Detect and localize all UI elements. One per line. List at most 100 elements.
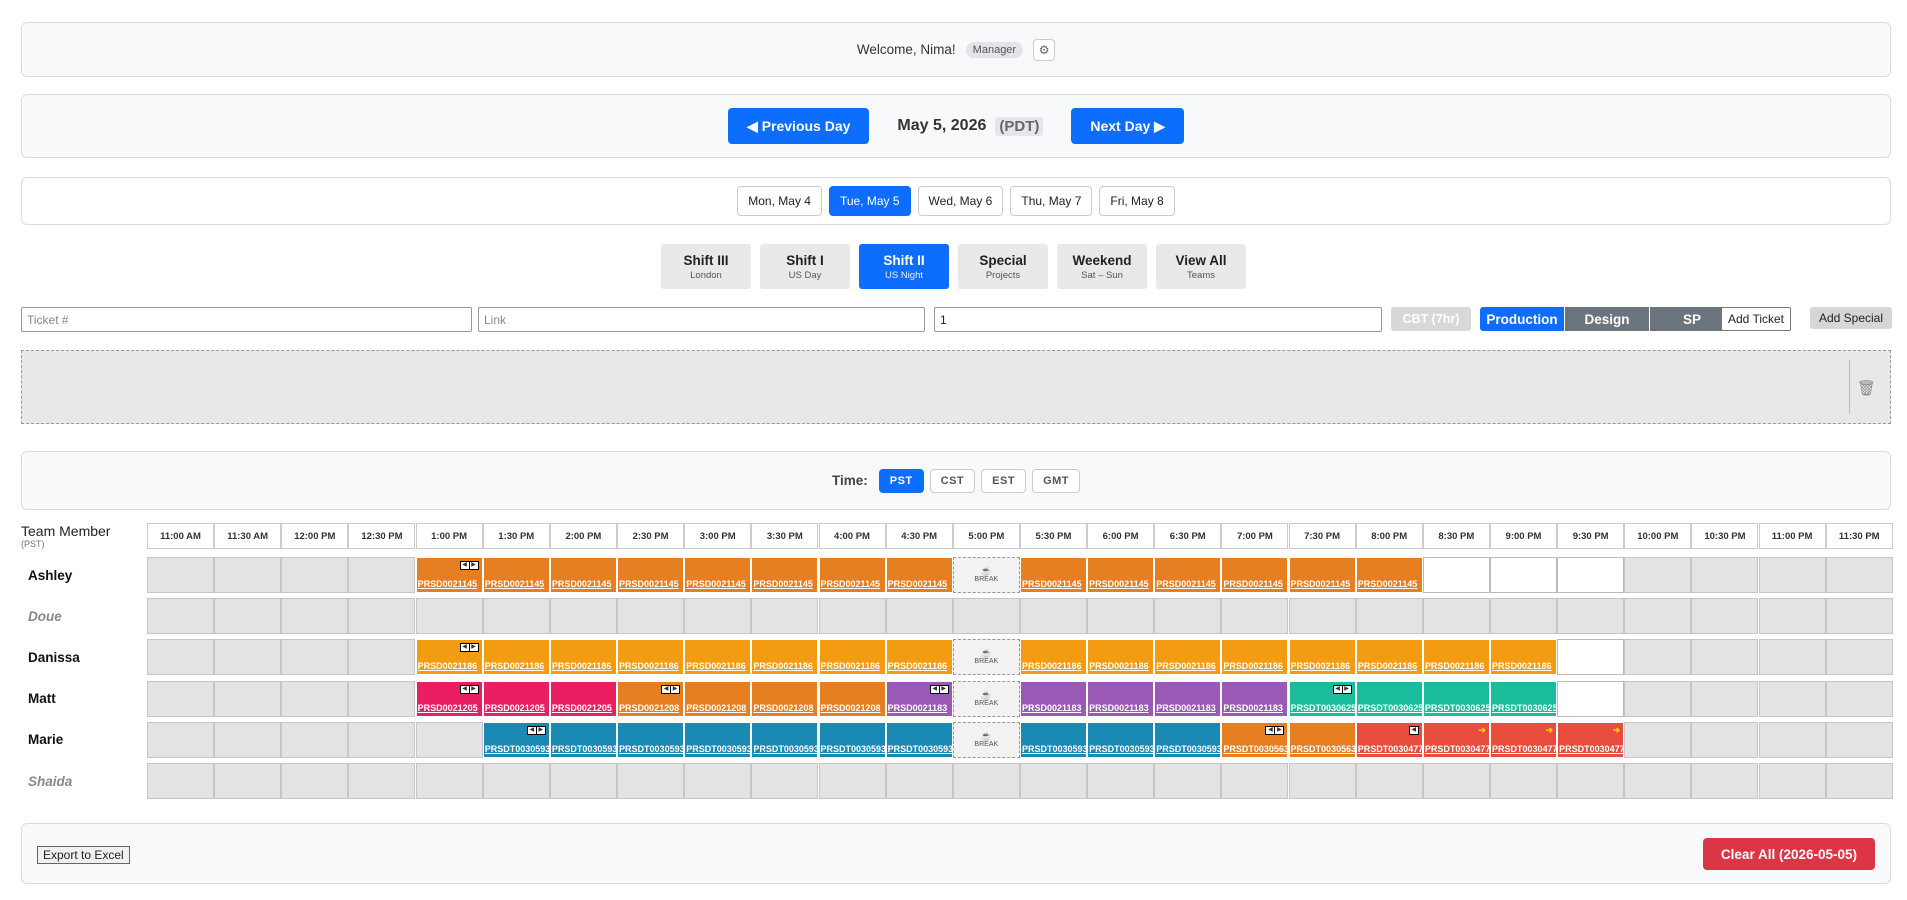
clear-all-button[interactable]: Clear All (2026-05-05) [1702,838,1875,870]
ticket-link[interactable]: PRSD0021183 [1156,702,1216,713]
ticket-link[interactable]: PRSDT0030477 [1357,743,1423,754]
shrink-left-icon[interactable]: ◀ [460,644,469,652]
ticket-cell[interactable]: PRSD0021145 [1355,557,1423,593]
ticket-link[interactable]: PRSDT0030593 [820,743,886,754]
ticket-link[interactable]: PRSD0021208 [619,702,680,713]
ticket-link[interactable]: PRSDT0030593 [551,743,617,754]
ticket-link[interactable]: PRSD0021145 [1156,579,1216,589]
category-design-button[interactable]: Design [1565,307,1649,331]
ticket-cell[interactable]: PRSDT0030593 [684,721,752,758]
cbt-button[interactable]: CBT (7hr) [1391,307,1471,331]
shift-button[interactable]: Shift II US Night [859,244,949,289]
extend-right-icon[interactable]: ▶ [469,685,478,693]
ticket-link[interactable]: PRSD0021205 [417,702,478,713]
ticket-cell[interactable]: PRSDT0030593 [549,721,617,758]
ticket-link[interactable]: PRSD0021145 [1223,579,1283,589]
previous-day-button[interactable]: ◀ Previous Day [728,108,870,144]
ticket-link[interactable]: PRSDT0030593 [619,743,685,754]
category-production-button[interactable]: Production [1480,307,1564,331]
ticket-link[interactable]: PRSD0021208 [820,702,881,713]
day-button[interactable]: Wed, May 6 [917,186,1004,216]
ticket-cell[interactable]: PRSD0021145 [549,557,617,593]
ticket-cell[interactable]: PRSD0021145 [617,557,685,593]
ticket-cell[interactable]: PRSD0021145 [1019,557,1087,593]
ticket-link[interactable]: PRSD0021145 [484,579,545,589]
ticket-link[interactable]: PRSD0021145 [551,579,612,589]
ticket-link[interactable]: PRSDT0030593 [1089,743,1155,754]
ticket-link[interactable]: PRSD0021186 [551,661,612,672]
ticket-cell[interactable]: PRSD0021208 [818,680,886,717]
day-button[interactable]: Fri, May 8 [1099,186,1175,216]
ticket-link[interactable]: PRSD0021186 [686,661,746,672]
ticket-cell[interactable]: PRSD0021186 [1288,639,1356,676]
extend-right-icon[interactable]: ▶ [1342,685,1351,693]
ticket-cell[interactable]: PRSD0021145 [818,557,886,593]
ticket-cell[interactable]: PRSD0021145 [885,557,953,593]
ticket-cell[interactable]: PRSD0021145 [1221,557,1289,593]
day-button[interactable]: Mon, May 4 [737,186,822,216]
extend-right-icon[interactable]: ▶ [939,685,948,693]
ticket-link[interactable]: PRSDT0030593 [753,743,819,754]
timezone-gmt-button[interactable]: GMT [1032,468,1081,493]
ticket-link[interactable]: PRSD0021205 [551,702,612,713]
ticket-link[interactable]: PRSD0021145 [887,579,948,589]
ticket-cell[interactable]: PRSDT0030593 [1019,721,1087,758]
ticket-cell[interactable]: PRSDT0030625 [1490,680,1557,717]
ticket-link[interactable]: PRSD0021208 [753,702,814,713]
shift-button[interactable]: Shift I US Day [760,244,850,289]
ticket-cell[interactable]: PRSD0021208 ◀ ▶ [617,680,685,717]
ticket-cell[interactable]: PRSDT0030593 ◀ ▶ [482,721,550,758]
ticket-cell[interactable]: PRSD0021145 [1288,557,1356,593]
ticket-cell[interactable]: PRSD0021186 [482,639,550,676]
extend-right-icon[interactable]: ▶ [469,562,478,569]
ticket-link[interactable]: PRSDT0030593 [686,743,752,754]
ticket-cell[interactable]: PRSDT0030477 ➔ [1557,721,1625,758]
ticket-cell[interactable]: PRSD0021145 [482,557,550,593]
ticket-cell[interactable]: PRSD0021186 [1422,639,1490,676]
export-excel-button[interactable]: Export to Excel [37,846,130,864]
ticket-cell[interactable]: PRSDT0030593 [885,721,953,758]
ticket-cell[interactable]: PRSDT0030593 [1087,721,1155,758]
ticket-link[interactable]: PRSD0021186 [1290,661,1351,672]
ticket-link[interactable]: PRSD0021145 [1290,579,1351,589]
ticket-cell[interactable]: PRSD0021183 [1087,680,1155,717]
ticket-cell[interactable]: PRSD0021186 ◀ ▶ [415,639,483,676]
ticket-link[interactable]: PRSD0021145 [1089,579,1149,589]
ticket-link[interactable]: PRSD0021145 [1021,579,1082,589]
ticket-link[interactable]: PRSDT0030625 [1290,702,1356,713]
ticket-link[interactable]: PRSD0021186 [753,661,813,672]
ticket-cell[interactable]: PRSD0021145 [1154,557,1222,593]
ticket-link[interactable]: PRSD0021186 [1492,661,1552,672]
ticket-cell[interactable]: PRSDT0030625 [1422,680,1490,717]
shrink-left-icon[interactable]: ◀ [460,562,469,569]
shift-button[interactable]: Weekend Sat – Sun [1057,244,1147,289]
ticket-link[interactable]: PRSDT0030625 [1424,702,1490,713]
available-slot[interactable] [1557,639,1625,676]
ticket-link[interactable]: PRSD0021145 [820,579,881,589]
add-special-button[interactable]: Add Special [1810,307,1892,329]
ticket-cell[interactable]: PRSD0021186 [1154,639,1222,676]
ticket-link[interactable]: PRSDT0030593 [484,743,550,754]
add-ticket-button[interactable]: Add Ticket [1721,307,1791,331]
ticket-link[interactable]: PRSD0021186 [1156,661,1216,672]
gear-icon[interactable]: ⚙ [1033,38,1056,61]
ticket-cell[interactable]: PRSD0021145 [1087,557,1155,593]
ticket-cell[interactable]: PRSD0021208 [751,680,819,717]
ticket-link[interactable]: PRSD0021145 [417,579,478,589]
ticket-link[interactable]: PRSD0021186 [619,661,679,672]
ticket-cell[interactable]: PRSD0021186 [818,639,886,676]
ticket-link[interactable]: PRSDT0030593 [887,743,953,754]
ticket-cell[interactable]: PRSDT0030593 [617,721,685,758]
shrink-left-icon[interactable]: ◀ [662,685,671,693]
shift-button[interactable]: Shift III London [661,244,751,289]
shrink-left-icon[interactable]: ◀ [930,685,939,693]
ticket-cell[interactable]: PRSD0021186 [549,639,617,676]
ticket-link[interactable]: PRSDT0030593 [1021,743,1087,754]
ticket-cell[interactable]: PRSD0021186 [1355,639,1423,676]
timezone-pst-button[interactable]: PST [878,468,924,493]
ticket-link[interactable]: PRSDT0030477 [1492,743,1557,754]
day-button[interactable]: Thu, May 7 [1010,186,1093,216]
ticket-link[interactable]: PRSDT0030625 [1357,702,1423,713]
break-cell[interactable]: ☕ BREAK [952,721,1020,758]
ticket-cell[interactable]: PRSD0021186 [1087,639,1155,676]
